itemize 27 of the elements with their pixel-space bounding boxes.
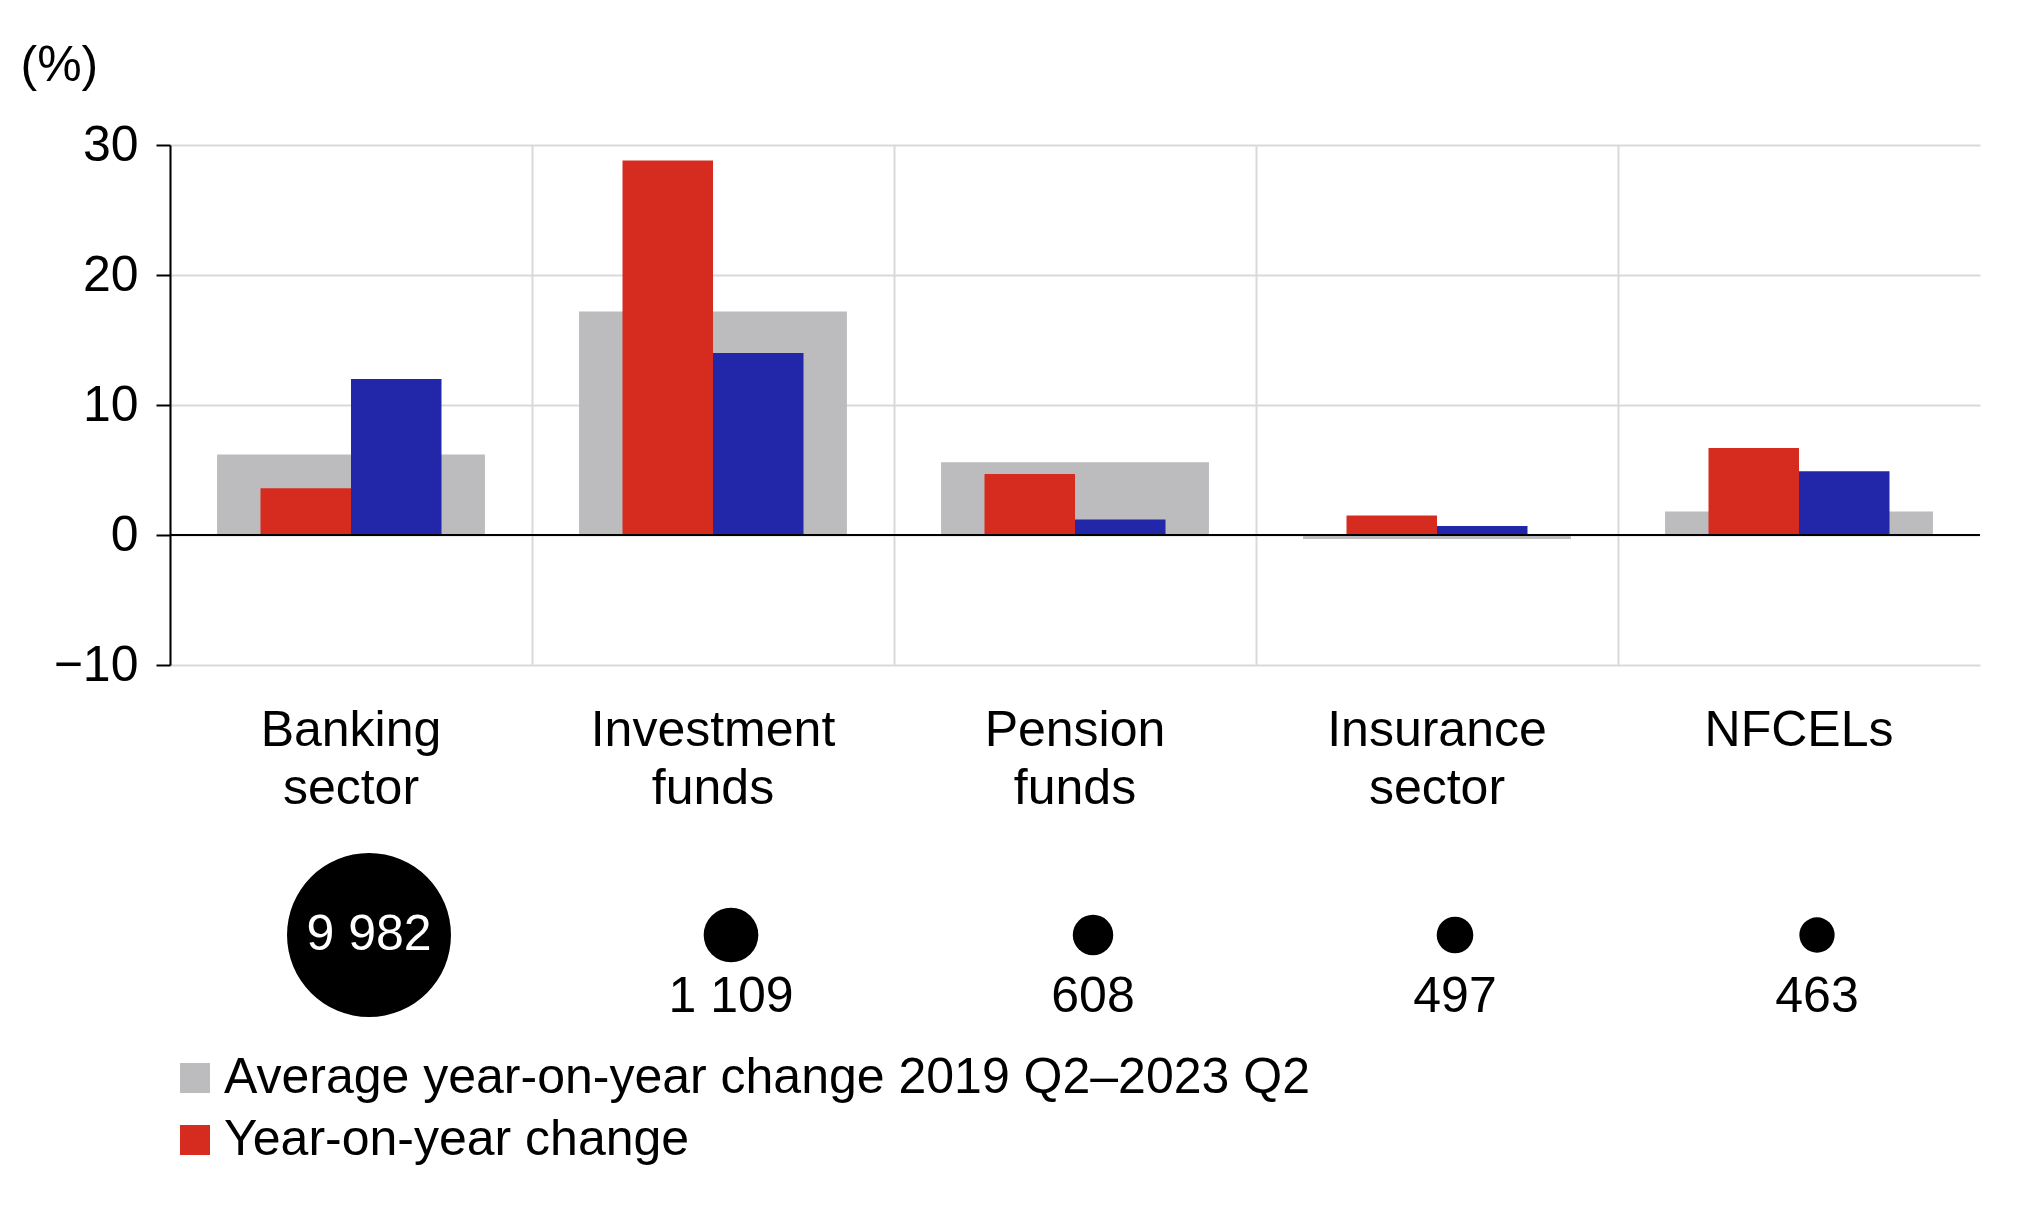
x-tick-label: Pension funds [984, 700, 1166, 815]
bar [1075, 519, 1166, 535]
data-label: 9 982 [306, 905, 432, 961]
x-tick-label: Insurance sector [1327, 700, 1547, 815]
y-axis-title: (%) [20, 35, 99, 92]
bar [1799, 471, 1890, 535]
data-label: 608 [1051, 967, 1135, 1023]
bar [1708, 447, 1799, 535]
y-tick-label: 20 [82, 245, 139, 302]
y-tick-label: 30 [82, 115, 139, 172]
x-tick-label: NFCELs [1704, 700, 1894, 757]
legend-label: Year-on-year change [224, 1110, 690, 1166]
x-tick-label: Banking sector [260, 700, 442, 815]
data-label: 463 [1775, 967, 1859, 1023]
bar [351, 379, 442, 535]
bar [984, 473, 1075, 535]
y-tick-label: 0 [110, 505, 139, 562]
bar [713, 353, 804, 535]
legend-label: Average year-on-year change 2019 Q2–2023 Q2 [224, 1048, 1310, 1104]
y-tick-label: 10 [82, 375, 139, 432]
bar [260, 488, 351, 535]
y-tick-label: −10 [53, 635, 139, 692]
data-label: 497 [1413, 967, 1497, 1023]
data-label: 1 109 [668, 967, 794, 1023]
bar [1346, 515, 1437, 535]
bar [622, 160, 713, 535]
x-tick-label: Investment funds [590, 700, 836, 815]
